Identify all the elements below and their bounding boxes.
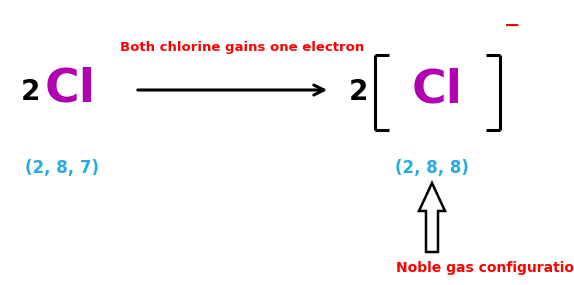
Text: (2, 8, 7): (2, 8, 7) bbox=[25, 159, 99, 177]
Text: (2, 8, 8): (2, 8, 8) bbox=[395, 159, 469, 177]
Text: −: − bbox=[504, 15, 520, 34]
Text: Cl: Cl bbox=[412, 68, 463, 113]
Text: Both chlorine gains one electron: Both chlorine gains one electron bbox=[120, 42, 364, 54]
FancyArrow shape bbox=[419, 183, 445, 252]
Text: 2: 2 bbox=[348, 78, 368, 106]
Text: Noble gas configuration: Noble gas configuration bbox=[396, 261, 574, 275]
Text: 2: 2 bbox=[20, 78, 40, 106]
Text: Cl: Cl bbox=[45, 66, 95, 111]
